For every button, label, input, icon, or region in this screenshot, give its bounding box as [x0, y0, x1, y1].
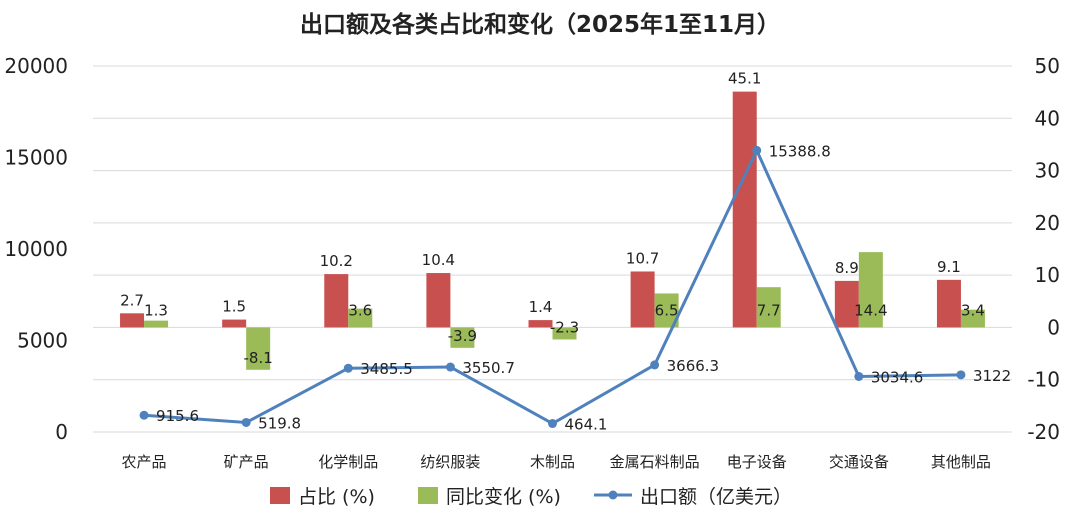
y-right-tick-label: 20 [1035, 211, 1060, 235]
y-right-tick-label: 30 [1035, 159, 1060, 183]
data-label-share: 10.4 [422, 251, 455, 269]
x-category-label: 木制品 [530, 453, 575, 471]
legend-swatch-share [270, 487, 290, 504]
chart-title: 出口额及各类占比和变化（2025年1至11月） [300, 11, 780, 38]
bar-share [630, 271, 655, 328]
bar-yoy-change [960, 309, 985, 328]
legend-label-yoy: 同比变化 (%) [446, 486, 561, 508]
legend-label-share: 占比 (%) [298, 486, 375, 508]
x-category-label: 化学制品 [318, 453, 378, 471]
bar-share [936, 279, 961, 328]
data-label-share: 45.1 [728, 70, 761, 88]
data-label-export: 15388.8 [769, 142, 831, 160]
y-right-tick-label: 50 [1035, 54, 1060, 78]
data-label-share: 1.5 [222, 298, 246, 316]
export-point [956, 370, 966, 380]
bar-share [426, 273, 451, 328]
y-left-tick-label: 15000 [4, 146, 68, 170]
data-label-yoy: 7.7 [757, 301, 781, 319]
bar-share [324, 274, 349, 328]
data-label-share: 8.9 [835, 259, 859, 277]
y-right-tick-label: 0 [1047, 315, 1060, 339]
data-label-share: 9.1 [937, 258, 961, 276]
bar-yoy-change [756, 287, 781, 328]
data-label-yoy: -3.9 [448, 327, 477, 345]
x-category-label: 纺织服装 [420, 453, 480, 471]
export-point [343, 363, 353, 373]
export-point [854, 371, 864, 381]
x-category-label: 矿产品 [224, 453, 269, 471]
export-point [445, 362, 455, 372]
bar-series: 2.71.3 1.5 -8.1 10.2 3.6 10.4 -3.9 1.4 -2.3 10.7 6… [120, 70, 985, 370]
data-label-yoy: -8.1 [244, 349, 273, 367]
bar-yoy-change [858, 252, 883, 328]
legend: 占比 (%) 同比变化 (%) 出口额（亿美元） [270, 486, 792, 508]
bar-yoy-change [552, 327, 577, 340]
y-right-tick-label: -10 [1027, 368, 1060, 392]
line-series: 915.6 519.8 3485.5 3550.7 464.1 3666.3 15388.8… [139, 142, 1011, 434]
data-label-export: 3122 [973, 367, 1011, 385]
data-label-yoy: 6.5 [655, 301, 679, 319]
data-label-yoy: 3.4 [961, 301, 985, 319]
y-left-tick-label: 0 [55, 420, 68, 444]
export-point [548, 419, 557, 429]
x-category-label: 电子设备 [727, 453, 787, 471]
x-category-label: 交通设备 [829, 453, 889, 471]
export-point [241, 417, 251, 427]
y-right-tick-label: 10 [1035, 263, 1060, 287]
axes: 0 5000 10000 15000 20000 -20 -10 0 10 20 30 40 50 农产品… [4, 54, 1060, 471]
y-left-tick-label: 10000 [4, 237, 68, 261]
bar-yoy-change [348, 308, 373, 328]
data-label-export: 915.6 [156, 407, 199, 425]
data-label-share: 1.4 [529, 298, 553, 316]
data-label-share: 10.7 [626, 249, 659, 267]
bar-share [222, 319, 247, 328]
x-category-label: 农产品 [122, 453, 167, 471]
legend-marker-export [608, 490, 618, 500]
y-left-tick-label: 20000 [4, 54, 68, 78]
y-left-tick-label: 5000 [17, 329, 68, 353]
legend-swatch-yoy [418, 487, 438, 504]
data-label-yoy: 1.3 [144, 301, 168, 319]
data-label-yoy: 14.4 [854, 301, 887, 319]
x-category-label: 金属石料制品 [610, 453, 700, 471]
export-point [752, 145, 762, 155]
data-label-yoy: -2.3 [550, 318, 579, 336]
bar-share [732, 91, 757, 328]
data-label-yoy: 3.6 [348, 301, 372, 319]
data-label-export: 3666.3 [667, 357, 720, 375]
data-label-export: 3485.5 [360, 360, 413, 378]
bar-yoy-change [246, 327, 271, 370]
bar-share [120, 313, 145, 328]
bar-share [834, 280, 859, 328]
y-right-tick-label: 40 [1035, 106, 1060, 130]
x-category-label: 其他制品 [931, 453, 991, 471]
legend-label-export: 出口额（亿美元） [640, 486, 792, 508]
export-point [139, 410, 149, 420]
data-label-export: 3034.6 [871, 368, 924, 386]
data-label-export: 464.1 [565, 416, 608, 434]
data-label-share: 2.7 [120, 291, 144, 309]
export-point [650, 360, 660, 370]
data-label-export: 519.8 [258, 414, 301, 432]
bar-yoy-change [450, 327, 475, 348]
bar-share [528, 320, 553, 328]
y-right-tick-label: -20 [1027, 420, 1060, 444]
bar-yoy-change [144, 320, 169, 328]
data-label-share: 10.2 [320, 252, 353, 270]
data-label-export: 3550.7 [462, 359, 515, 377]
